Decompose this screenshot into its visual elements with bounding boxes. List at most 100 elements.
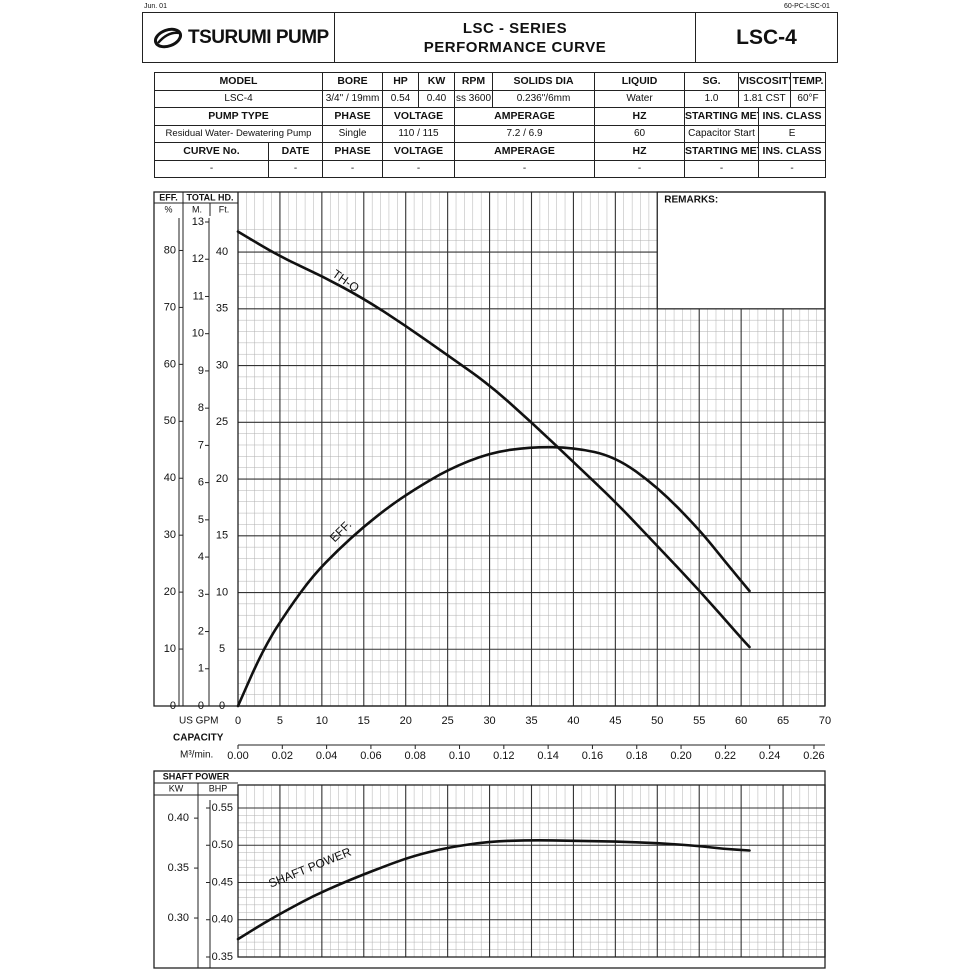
remarks-label: REMARKS:: [664, 195, 718, 206]
brand-logo: TSURUMI PUMP: [143, 13, 335, 62]
gpm-tick-label: 40: [567, 715, 579, 727]
hdr-bore: BORE: [322, 72, 384, 91]
hdr-rpm: RPM: [454, 72, 494, 91]
gpm-tick-label: 50: [651, 715, 663, 727]
m3-tick-label: 0.22: [715, 750, 736, 762]
gpm-tick-label: 25: [442, 715, 454, 727]
chart-title: LSC - SERIES PERFORMANCE CURVE: [335, 13, 696, 62]
hdr-amperage-2: AMPERAGE: [454, 142, 596, 161]
eff-tick-label: 40: [164, 472, 176, 484]
head-ft-tick-label: 15: [216, 530, 228, 542]
head-ft-tick-label: 20: [216, 473, 228, 485]
head-m-tick-label: 11: [193, 290, 204, 302]
chart-series: [236, 230, 751, 941]
shaft-power-curve: [236, 838, 751, 941]
bhp-tick-label: 0.50: [212, 839, 233, 851]
chart-frames: [153, 191, 826, 969]
bhp-tick-label: 0.35: [212, 951, 233, 963]
kw-unit: KW: [169, 783, 184, 793]
head-m-tick-label: 13: [192, 216, 204, 228]
eff-axis-unit: %: [164, 204, 172, 214]
m3-tick-label: 0.12: [493, 750, 514, 762]
bhp-unit: BHP: [209, 783, 228, 793]
head-m-tick-label: 2: [198, 625, 204, 637]
capacity-label: CAPACITY: [173, 733, 224, 744]
kw-tick-label: 0.35: [168, 862, 189, 874]
chart-ticks: [166, 218, 825, 968]
head-m-unit: M.: [192, 204, 202, 214]
header: TSURUMI PUMP LSC - SERIES PERFORMANCE CU…: [142, 12, 838, 63]
shaft-power-plot: [237, 784, 826, 958]
eff-tick-label: 60: [164, 358, 176, 370]
gpm-tick-label: 15: [358, 715, 370, 727]
eff-tick-label: 50: [164, 415, 176, 427]
m3-tick-label: 0.02: [272, 750, 293, 762]
head-axis-header: TOTAL HD.: [187, 192, 234, 202]
gpm-tick-label: 65: [777, 715, 789, 727]
spec-row-1-values: LSC-4 3/4" / 19mm 0.54 0.40 ss 3600 0.23…: [153, 89, 827, 108]
head-ft-tick-label: 30: [216, 359, 228, 371]
hdr-temp: TEMP.: [790, 72, 827, 91]
hdr-voltage: VOLTAGE: [382, 107, 456, 126]
eff-axis-header: EFF.: [159, 192, 178, 202]
head-m-tick-label: 3: [198, 588, 204, 600]
head-m-tick-label: 10: [192, 328, 204, 340]
eff-label: EFF.: [327, 518, 354, 545]
spec-row-3-values: - - - - - - - -: [154, 159, 827, 178]
spec-row-2-headers: PUMP TYPE PHASE VOLTAGE AMPERAGE HZ STAR…: [153, 107, 827, 126]
gpm-tick-label: 35: [525, 715, 537, 727]
head-m-tick-label: 1: [198, 663, 204, 675]
m3-tick-label: 0.06: [360, 750, 381, 762]
head-ft-tick-label: 5: [219, 643, 225, 655]
head-m-tick-label: 4: [198, 551, 204, 563]
hdr-hz-2: HZ: [594, 142, 686, 161]
m3-tick-label: 0.16: [582, 750, 603, 762]
kw-tick-label: 0.30: [168, 912, 189, 924]
gpm-tick-label: 5: [277, 715, 283, 727]
head-ft-tick-label: 10: [216, 586, 228, 598]
head-m-tick-label: 5: [198, 514, 204, 526]
eff-tick-label: 10: [164, 643, 176, 655]
gpm-tick-label: 60: [735, 715, 747, 727]
hdr-pump-type: PUMP TYPE: [153, 107, 324, 126]
title-line-2: PERFORMANCE CURVE: [423, 38, 607, 56]
head-ft-unit: Ft.: [219, 204, 230, 214]
gpm-tick-label: 30: [483, 715, 495, 727]
hdr-ins-class-2: INS. CLASS: [758, 142, 827, 161]
eff-tick-label: 30: [164, 529, 176, 541]
spec-table: MODEL BORE HP KW RPM SOLIDS DIA LIQUID S…: [153, 72, 827, 178]
eff-tick-label: 0: [170, 700, 176, 712]
m3-tick-label: 0.14: [537, 750, 558, 762]
bhp-tick-label: 0.45: [212, 876, 233, 888]
gpm-tick-label: 70: [819, 715, 831, 727]
hdr-phase-2: PHASE: [322, 142, 384, 161]
tsurumi-logo-icon: [153, 27, 183, 48]
m3-tick-label: 0.20: [670, 750, 691, 762]
eff-tick-label: 20: [164, 586, 176, 598]
head-m-tick-label: 12: [192, 253, 204, 265]
hdr-viscosity: VISCOSITY: [738, 72, 792, 91]
hdr-ins-class: INS. CLASS: [758, 107, 827, 126]
gpm-tick-label: 55: [693, 715, 705, 727]
head-m-tick-label: 6: [198, 477, 204, 489]
kw-tick-label: 0.40: [168, 812, 189, 824]
head-m-tick-label: 9: [198, 365, 204, 377]
head-m-tick-label: 8: [198, 402, 204, 414]
eff-curve: [236, 445, 751, 708]
remarks-box: [656, 191, 826, 310]
m3-tick-label: 0.18: [626, 750, 647, 762]
head-ft-tick-label: 35: [216, 303, 228, 315]
th-q-label: TH-Q: [330, 267, 362, 295]
eff-tick-label: 80: [164, 244, 176, 256]
head-ft-tick-label: 25: [216, 416, 228, 428]
hdr-solids: SOLIDS DIA: [492, 72, 596, 91]
head-ft-tick-label: 0: [219, 700, 225, 712]
hdr-liquid: LIQUID: [594, 72, 686, 91]
th-q-curve: [236, 230, 751, 649]
hdr-phase: PHASE: [322, 107, 384, 126]
document-code: 60-PC-LSC-01: [784, 3, 830, 10]
bhp-tick-label: 0.55: [212, 802, 233, 814]
gpm-tick-label: 45: [609, 715, 621, 727]
m3-tick-label: 0.00: [227, 750, 248, 762]
